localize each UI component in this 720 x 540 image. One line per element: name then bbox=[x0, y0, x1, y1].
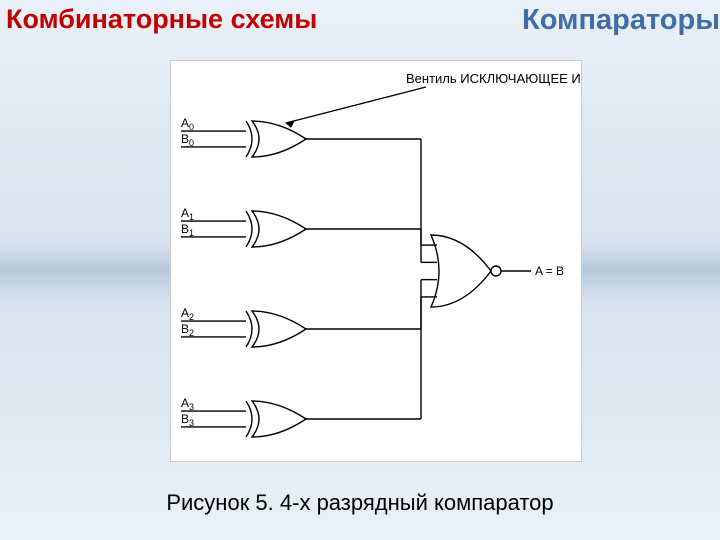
svg-text:A = B: A = B bbox=[535, 264, 564, 278]
svg-text:A1: A1 bbox=[181, 206, 194, 222]
svg-text:B3: B3 bbox=[181, 412, 194, 428]
comparator-diagram: A0B0 A1B1 A2B2 A3B3 A = B Вентиль ИСКЛЮЧАЮЩЕЕ… bbox=[170, 60, 582, 462]
page-title: Комбинаторные схемы bbox=[6, 4, 317, 35]
svg-text:A2: A2 bbox=[181, 306, 194, 322]
svg-text:B2: B2 bbox=[181, 322, 194, 338]
circuit-svg: A0B0 A1B1 A2B2 A3B3 A = B Вентиль ИСКЛЮЧАЮЩЕЕ… bbox=[171, 61, 581, 461]
svg-text:B0: B0 bbox=[181, 132, 194, 148]
svg-text:A0: A0 bbox=[181, 116, 194, 132]
page-subtitle: Компараторы bbox=[522, 4, 720, 37]
svg-text:Вентиль ИСКЛЮЧАЮЩЕЕ ИЛИ: Вентиль ИСКЛЮЧАЮЩЕЕ ИЛИ bbox=[406, 71, 581, 86]
figure-caption: Рисунок 5. 4-х разрядный компаратор bbox=[0, 490, 720, 516]
svg-text:A3: A3 bbox=[181, 396, 194, 412]
svg-text:B1: B1 bbox=[181, 222, 194, 238]
